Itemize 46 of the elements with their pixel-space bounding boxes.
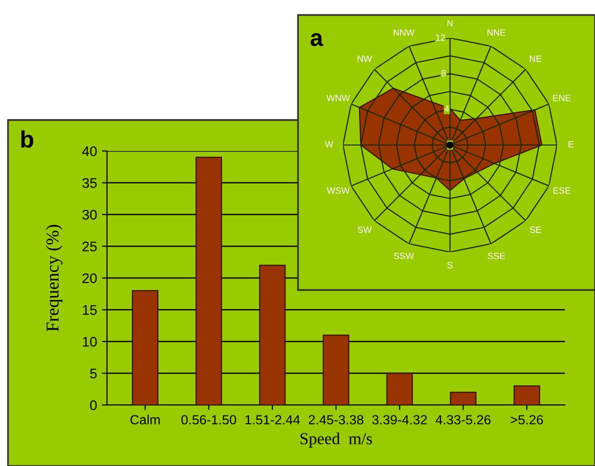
- y-tick-label: 12: [436, 34, 445, 41]
- spoke-label: W: [324, 141, 334, 148]
- bar: [196, 156, 222, 405]
- y-tick-label: 35: [82, 178, 97, 188]
- spoke-label: SW: [358, 226, 372, 233]
- chart-title: a: [310, 33, 324, 46]
- x-axis-title: Speed m/s: [300, 432, 372, 448]
- y-tick-label: 8: [441, 70, 446, 76]
- x-tick-label: 2.45-3.38: [308, 415, 364, 424]
- bar: [322, 334, 350, 405]
- y-tick-label: 30: [82, 210, 97, 220]
- x-tick-label: >5.26: [510, 415, 543, 424]
- spoke-label: NE: [530, 56, 542, 62]
- bar: [386, 372, 413, 405]
- spoke-label: N: [447, 20, 453, 26]
- y-tick-label: 25: [82, 242, 97, 252]
- spoke-label: NW: [358, 56, 372, 62]
- x-tick-label: 3.39-4.32: [372, 415, 427, 424]
- spoke-label: ENE: [553, 94, 571, 102]
- x-tick-label: Calm: [130, 414, 160, 424]
- spoke-label: NNW: [394, 29, 414, 36]
- bar: [259, 264, 286, 405]
- bar: [132, 290, 158, 405]
- y-tick-label: 4: [444, 106, 450, 112]
- y-axis-title: Frequency (%): [46, 224, 62, 332]
- y-tick-label: 5: [90, 368, 97, 378]
- spoke-label: S: [447, 262, 453, 268]
- bar: [514, 385, 540, 405]
- chart-title: b: [21, 130, 34, 148]
- y-tick-label: 15: [82, 305, 97, 315]
- spoke-label: NNE: [487, 29, 506, 36]
- spoke-label: E: [568, 141, 574, 148]
- spoke-label: SE: [530, 226, 542, 233]
- spoke-label: SSE: [488, 252, 505, 260]
- x-tick-label: 1.51-2.44: [246, 415, 300, 424]
- spoke-label: SSW: [394, 252, 414, 260]
- x-tick-label: 4.33-5.26: [436, 415, 491, 424]
- y-tick-label: 0: [90, 400, 97, 410]
- y-tick-label: 20: [82, 273, 97, 284]
- y-tick-label: 10: [82, 336, 97, 347]
- x-tick-label: 0.56-1.50: [181, 415, 236, 424]
- spoke-label: WSW: [326, 187, 350, 194]
- bar: [450, 392, 476, 405]
- spoke-label: WNW: [326, 94, 350, 102]
- y-tick-label: 40: [82, 146, 97, 156]
- spoke-label: ESE: [553, 187, 570, 194]
